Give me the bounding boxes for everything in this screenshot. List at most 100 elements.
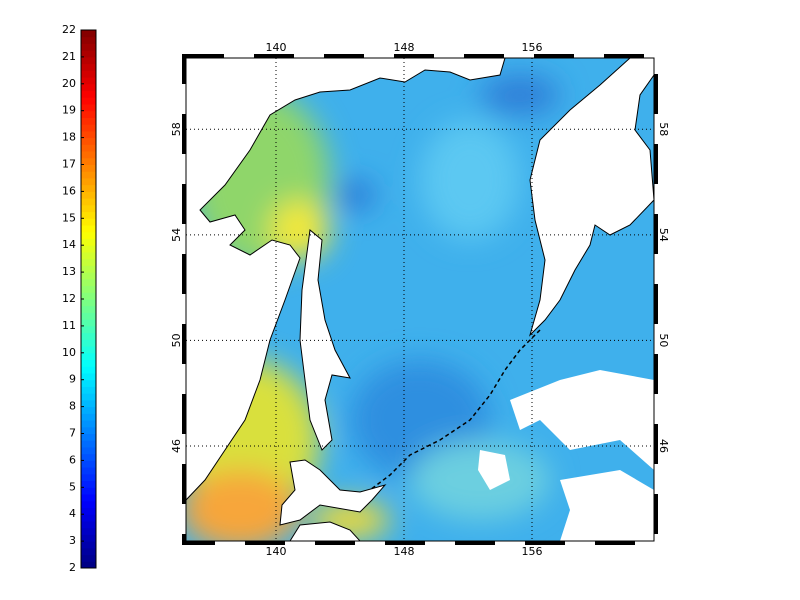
lat-label-left: 58: [170, 122, 183, 136]
map-border: [182, 54, 658, 545]
colorbar-tick-label: 3: [69, 534, 76, 547]
colorbar-segment: [81, 171, 96, 179]
colorbar-segment: [81, 393, 96, 401]
colorbar-segment: [81, 541, 96, 549]
lon-label-bottom: 148: [394, 545, 415, 558]
colorbar-segment: [81, 460, 96, 468]
colorbar-segment: [81, 130, 96, 139]
colorbar-segment: [81, 83, 96, 92]
colorbar-segment: [81, 346, 96, 354]
lat-label-left: 50: [170, 333, 183, 347]
colorbar-tick-label: 16: [62, 184, 76, 197]
kamchatka: [528, 58, 654, 337]
colorbar-segment: [81, 507, 96, 515]
colorbar-segment: [81, 332, 96, 340]
colorbar-segment: [81, 467, 96, 475]
colorbar-tick-label: 13: [62, 265, 76, 278]
colorbar-segment: [81, 527, 96, 535]
colorbar-segment: [81, 413, 96, 421]
colorbar-segment: [81, 97, 96, 105]
colorbar-segment: [81, 292, 96, 300]
colorbar-tick-label: 2: [69, 561, 76, 574]
kuril-islands: [369, 329, 541, 491]
colorbar-segment: [81, 43, 96, 51]
lat-label-right: 54: [657, 228, 670, 242]
colorbar-tick-label: 12: [62, 292, 76, 305]
colorbar-tick-label: 5: [69, 480, 76, 493]
map-field: [186, 58, 654, 541]
colorbar-segment: [81, 494, 96, 502]
colorbar-segment: [81, 319, 96, 327]
colorbar-tick-label: 9: [69, 373, 76, 386]
colorbar-tick-label: 22: [62, 23, 76, 36]
no-data: [510, 370, 654, 470]
graticule: 140 140 148 148 156 156 46 46 50 50 54 54 58 58: [170, 41, 670, 558]
colorbar-segment: [81, 426, 96, 434]
colorbar-tick-label: 20: [62, 77, 76, 90]
lon-label-top: 140: [266, 41, 287, 54]
colorbar-segment: [81, 251, 96, 260]
colorbar-segment: [81, 225, 96, 233]
colorbar-segment: [81, 164, 96, 172]
colorbar-segment: [81, 312, 96, 320]
colorbar-segment: [81, 278, 96, 287]
colorbar-tick-label: 18: [62, 131, 76, 144]
lon-label-bottom: 140: [266, 545, 287, 558]
colorbar-segment: [81, 446, 96, 455]
colorbar-segment: [81, 480, 96, 488]
colorbar-segment: [81, 77, 96, 85]
colorbar-segment: [81, 352, 96, 361]
colorbar-segment: [81, 399, 96, 408]
colorbar-segment: [81, 245, 96, 253]
colorbar-segment: [81, 547, 96, 556]
mainland: [186, 58, 506, 501]
colorbar-tick-label: 15: [62, 211, 76, 224]
colorbar-segment: [81, 473, 96, 482]
colorbar-segment: [81, 359, 96, 367]
colorbar-segment: [81, 406, 96, 414]
lat-label-right: 50: [657, 333, 670, 347]
colorbar-segment: [81, 198, 96, 206]
colorbar-segment: [81, 110, 96, 118]
sakhalin: [299, 229, 351, 451]
colorbar-tick-label: 14: [62, 238, 76, 251]
colorbar-segment: [81, 177, 96, 186]
lon-label-top: 148: [394, 41, 415, 54]
colorbar-tick-label: 19: [62, 104, 76, 117]
colorbar-segment: [81, 366, 96, 374]
colorbar-segment: [81, 70, 96, 78]
colorbar-segment: [81, 211, 96, 219]
colorbar-segment: [81, 238, 96, 246]
colorbar-segment: [81, 487, 96, 495]
colorbar-segment: [81, 325, 96, 334]
lon-label-bottom: 156: [522, 545, 543, 558]
colorbar-segment: [81, 218, 96, 226]
colorbar-tick-label: 4: [69, 507, 76, 520]
lat-label-left: 46: [170, 439, 183, 453]
colorbar-tick-label: 6: [69, 453, 76, 466]
colorbar-segment: [81, 305, 96, 313]
colorbar-segment: [81, 258, 96, 266]
colorbar-segment: [81, 117, 96, 125]
colorbar-segment: [81, 372, 96, 381]
colorbar-segment: [81, 554, 96, 562]
colorbar-segment: [81, 157, 96, 165]
colorbar-segment: [81, 50, 96, 58]
honshu: [289, 521, 361, 541]
colorbar-segment: [81, 36, 96, 44]
colorbar-tick-label: 10: [62, 346, 76, 359]
colorbar-segment: [81, 204, 96, 213]
colorbar-segment: [81, 265, 96, 273]
colorbar-segment: [81, 500, 96, 508]
colorbar-segment: [81, 379, 96, 387]
colorbar-segment: [81, 137, 96, 145]
colorbar-segment: [81, 191, 96, 199]
colorbar-segment: [81, 440, 96, 448]
colorbar-segment: [81, 453, 96, 461]
colorbar-segment: [81, 433, 96, 441]
colorbar-segment: [81, 285, 96, 293]
colorbar-tick-label: 7: [69, 427, 76, 440]
colorbar-segment: [81, 339, 96, 347]
hokkaido: [279, 459, 387, 526]
